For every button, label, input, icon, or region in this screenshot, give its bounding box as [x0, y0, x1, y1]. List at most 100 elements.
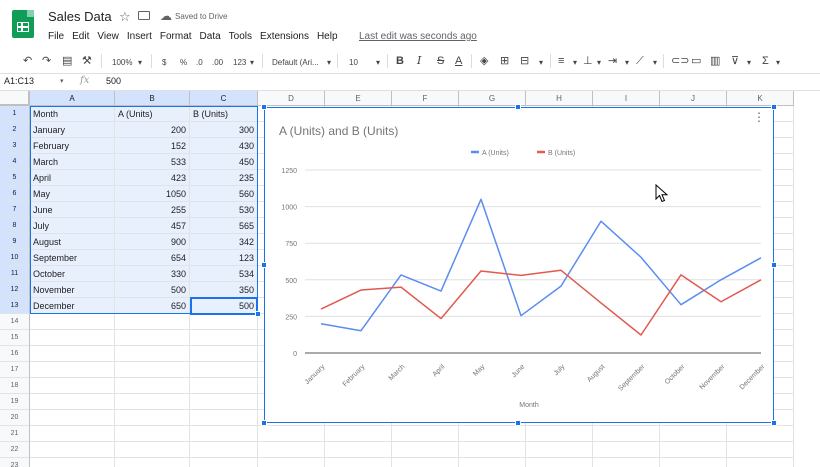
menu-file[interactable]: File — [48, 31, 65, 42]
cell-a15[interactable] — [30, 330, 115, 346]
cell-f23[interactable] — [392, 458, 459, 467]
cell-a21[interactable] — [30, 426, 115, 442]
cell-h21[interactable] — [526, 426, 593, 442]
cell-a6[interactable]: May — [30, 186, 115, 202]
cell-c20[interactable] — [190, 410, 258, 426]
cell-c3[interactable]: 430 — [190, 138, 258, 154]
row-header-22[interactable]: 22 — [0, 442, 30, 458]
cell-j22[interactable] — [660, 442, 727, 458]
cell-a14[interactable] — [30, 314, 115, 330]
cell-a18[interactable] — [30, 378, 115, 394]
cell-c13[interactable]: 500 — [190, 298, 258, 314]
row-header-15[interactable]: 15 — [0, 330, 30, 346]
cell-c21[interactable] — [190, 426, 258, 442]
cell-k20[interactable] — [727, 410, 794, 426]
cell-b3[interactable]: 152 — [115, 138, 190, 154]
row-header-13[interactable]: 13 — [0, 298, 30, 314]
column-header-e[interactable]: E — [325, 91, 392, 106]
cell-b11[interactable]: 330 — [115, 266, 190, 282]
cell-d23[interactable] — [258, 458, 325, 467]
cell-c19[interactable] — [190, 394, 258, 410]
cell-c8[interactable]: 565 — [190, 218, 258, 234]
chart-resize-handle-bottom-right[interactable] — [771, 420, 777, 426]
name-box-chevron-down-icon[interactable]: ▾ — [60, 78, 64, 85]
cell-a13[interactable]: December — [30, 298, 115, 314]
cell-a19[interactable] — [30, 394, 115, 410]
column-header-h[interactable]: H — [526, 91, 593, 106]
redo-icon[interactable]: ↷ — [42, 55, 52, 67]
chart-resize-handle-top-right[interactable] — [771, 104, 777, 110]
cell-a16[interactable] — [30, 346, 115, 362]
column-header-a[interactable]: A — [30, 91, 115, 106]
name-box[interactable]: A1:C13 — [4, 76, 35, 86]
cell-k22[interactable] — [727, 442, 794, 458]
row-header-12[interactable]: 12 — [0, 282, 30, 298]
cell-a9[interactable]: August — [30, 234, 115, 250]
cell-c5[interactable]: 235 — [190, 170, 258, 186]
last-edit-link[interactable]: Last edit was seconds ago — [359, 31, 477, 42]
row-header-9[interactable]: 9 — [0, 234, 30, 250]
cell-b15[interactable] — [115, 330, 190, 346]
cell-h22[interactable] — [526, 442, 593, 458]
star-icon[interactable]: ☆ — [119, 9, 131, 24]
horizontal-align-icon[interactable]: ≡ — [558, 55, 565, 67]
cell-k23[interactable] — [727, 458, 794, 467]
undo-icon[interactable]: ↶ — [23, 55, 33, 67]
cell-j23[interactable] — [660, 458, 727, 467]
column-header-c[interactable]: C — [190, 91, 258, 106]
cell-c9[interactable]: 342 — [190, 234, 258, 250]
print-icon[interactable]: ▤ — [62, 55, 73, 67]
cell-b23[interactable] — [115, 458, 190, 467]
chart-resize-handle-right[interactable] — [771, 262, 777, 268]
menu-insert[interactable]: Insert — [126, 31, 152, 42]
cell-d22[interactable] — [258, 442, 325, 458]
text-wrapping-icon[interactable]: ⇥ — [608, 55, 618, 67]
cell-b13[interactable]: 650 — [115, 298, 190, 314]
italic-button[interactable]: I — [417, 54, 422, 67]
row-header-3[interactable]: 3 — [0, 138, 30, 154]
chart-resize-handle-bottom[interactable] — [515, 420, 521, 426]
column-header-d[interactable]: D — [258, 91, 325, 106]
cell-g22[interactable] — [459, 442, 526, 458]
cell-c2[interactable]: 300 — [190, 122, 258, 138]
cell-h23[interactable] — [526, 458, 593, 467]
menu-edit[interactable]: Edit — [72, 31, 90, 42]
merge-chevron-down-icon[interactable]: ▾ — [539, 58, 544, 67]
more-formats-chevron-down-icon[interactable]: ▾ — [250, 58, 255, 67]
cell-a10[interactable]: September — [30, 250, 115, 266]
filter-icon[interactable]: ⊽ — [731, 55, 740, 67]
cell-c6[interactable]: 560 — [190, 186, 258, 202]
row-header-8[interactable]: 8 — [0, 218, 30, 234]
cell-a23[interactable] — [30, 458, 115, 467]
zoom-chevron-down-icon[interactable]: ▾ — [138, 58, 143, 67]
row-header-16[interactable]: 16 — [0, 346, 30, 362]
cell-k21[interactable] — [727, 426, 794, 442]
cell-b21[interactable] — [115, 426, 190, 442]
decrease-decimal-button[interactable]: .0 — [196, 58, 203, 67]
functions-chevron-down-icon[interactable]: ▾ — [776, 58, 781, 67]
column-header-f[interactable]: F — [392, 91, 459, 106]
cell-b19[interactable] — [115, 394, 190, 410]
cell-b17[interactable] — [115, 362, 190, 378]
row-header-21[interactable]: 21 — [0, 426, 30, 442]
row-header-11[interactable]: 11 — [0, 266, 30, 282]
row-header-14[interactable]: 14 — [0, 314, 30, 330]
cell-c18[interactable] — [190, 378, 258, 394]
cell-b5[interactable]: 423 — [115, 170, 190, 186]
row-header-1[interactable]: 1 — [0, 106, 30, 122]
move-folder-icon[interactable] — [138, 11, 150, 20]
chart-more-options-icon[interactable]: ⋮ — [753, 110, 765, 124]
column-header-b[interactable]: B — [115, 91, 190, 106]
cell-c7[interactable]: 530 — [190, 202, 258, 218]
cell-c4[interactable]: 450 — [190, 154, 258, 170]
font-family-select[interactable]: Default (Ari... — [272, 58, 319, 67]
chart-resize-handle-top[interactable] — [515, 104, 521, 110]
cell-b12[interactable]: 500 — [115, 282, 190, 298]
cell-a8[interactable]: July — [30, 218, 115, 234]
cell-b20[interactable] — [115, 410, 190, 426]
cell-a4[interactable]: March — [30, 154, 115, 170]
percent-format-button[interactable]: % — [180, 58, 188, 67]
valign-chevron-down-icon[interactable]: ▾ — [597, 58, 602, 67]
cell-b1[interactable]: A (Units) — [115, 106, 190, 122]
cell-a17[interactable] — [30, 362, 115, 378]
